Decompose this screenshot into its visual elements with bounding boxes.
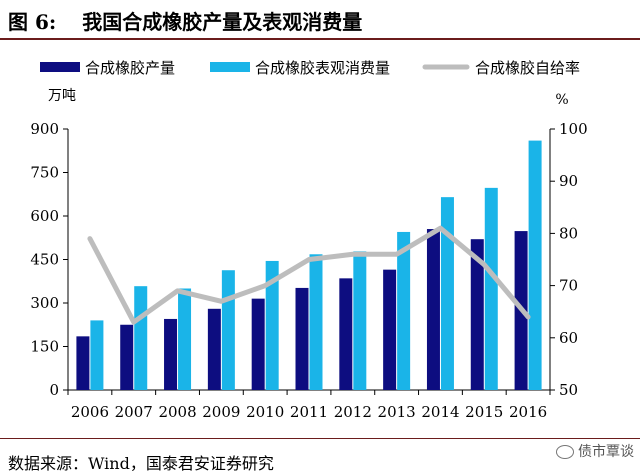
consumption-bar <box>484 187 498 390</box>
consumption-bar <box>528 140 542 390</box>
y-right-label: % <box>555 92 568 108</box>
production-bar <box>76 336 90 390</box>
production-bar <box>383 269 397 390</box>
y-right-tick-label: 90 <box>559 172 578 190</box>
consumption-bar <box>178 288 192 390</box>
x-tick-label: 2016 <box>509 403 547 421</box>
bars <box>76 140 542 390</box>
y-right-tick-label: 100 <box>559 120 588 138</box>
y-left-tick-label: 150 <box>30 338 59 356</box>
production-bar <box>339 278 353 390</box>
consumption-bar <box>265 260 279 390</box>
wechat-icon <box>556 445 574 459</box>
y-left-tick-label: 450 <box>30 251 59 269</box>
source-rule <box>0 438 640 439</box>
production-bar <box>295 287 309 390</box>
y-right-tick-label: 80 <box>559 224 578 242</box>
legend-swatch <box>40 62 80 72</box>
legend-label: 合成橡胶产量 <box>85 59 175 77</box>
x-tick-label: 2010 <box>246 403 284 421</box>
watermark: 债市覃谈 <box>556 441 634 461</box>
consumption-bar <box>90 320 104 390</box>
production-bar <box>426 229 440 390</box>
legend: 合成橡胶产量 合成橡胶表观消费量 合成橡胶自给率 <box>40 59 580 77</box>
consumption-bar <box>397 231 411 390</box>
y-right-tick-label: 50 <box>559 381 578 399</box>
legend-swatch <box>210 62 250 72</box>
consumption-bar <box>353 251 367 390</box>
y-left-tick-label: 900 <box>30 120 59 138</box>
ratio-line <box>87 225 531 325</box>
consumption-bar <box>440 197 454 390</box>
title-rule <box>0 38 640 40</box>
consumption-bar <box>309 254 323 390</box>
watermark-text: 债市覃谈 <box>578 444 634 460</box>
figure-label: 图 6: <box>8 10 57 34</box>
x-tick-label: 2014 <box>421 403 459 421</box>
consumption-bar <box>134 286 148 390</box>
x-tick-label: 2006 <box>71 403 109 421</box>
production-bar <box>120 324 134 390</box>
x-tick-label: 2015 <box>465 403 503 421</box>
y-left-label: 万吨 <box>48 88 76 104</box>
y-right-tick-label: 70 <box>559 277 578 295</box>
y-left-tick-label: 600 <box>30 207 59 225</box>
x-tick-label: 2008 <box>158 403 196 421</box>
consumption-bar <box>221 270 235 390</box>
y-right-tick-label: 60 <box>559 329 578 347</box>
x-tick-label: 2007 <box>115 403 153 421</box>
figure-title-text: 我国合成橡胶产量及表观消费量 <box>82 10 363 34</box>
y-left-tick-label: 750 <box>30 164 59 182</box>
production-bar <box>164 318 178 390</box>
legend-label: 合成橡胶自给率 <box>475 59 580 77</box>
figure-title: 图 6: 我国合成橡胶产量及表观消费量 <box>8 6 362 35</box>
chart: 合成橡胶产量 合成橡胶表观消费量 合成橡胶自给率 万吨 % 0 150 300 450 60… <box>30 59 587 421</box>
production-bar <box>207 308 221 390</box>
axes: 0 150 300 450 600 750 900 50 60 70 80 90 100 2006 2007… <box>30 120 587 421</box>
production-bar <box>251 298 265 390</box>
source-note: 数据来源：Wind，国泰君安证券研究 <box>8 454 274 473</box>
x-tick-label: 2011 <box>290 403 328 421</box>
production-bar <box>470 239 484 390</box>
x-tick-label: 2013 <box>378 403 416 421</box>
legend-label: 合成橡胶表观消费量 <box>255 59 390 77</box>
x-tick-label: 2009 <box>202 403 240 421</box>
ratio-line-group <box>87 225 531 325</box>
y-left-tick-label: 0 <box>49 381 59 399</box>
y-left-tick-label: 300 <box>30 294 59 312</box>
x-tick-label: 2012 <box>334 403 372 421</box>
